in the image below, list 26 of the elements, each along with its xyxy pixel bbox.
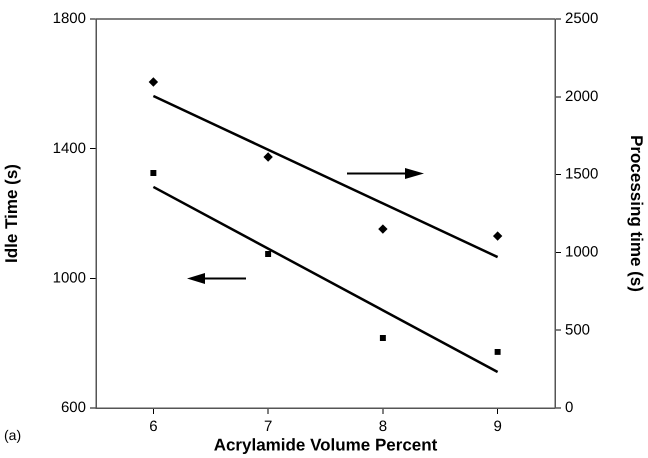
- x-tick-label: 8: [378, 418, 388, 436]
- x-tick-label: 6: [149, 418, 158, 436]
- x-axis-title: Acrylamide Volume Percent: [214, 435, 438, 454]
- point: [150, 170, 156, 176]
- point: [493, 232, 502, 241]
- y2-tick-label: 2000: [565, 88, 598, 105]
- y-tick-label: 600: [60, 399, 86, 416]
- y2-tick-label: 0: [565, 399, 574, 416]
- x-tick-label: 9: [493, 418, 502, 436]
- y2-tick-label: 1000: [565, 244, 598, 261]
- y2-tick-label: 500: [565, 321, 590, 338]
- text: (a): [4, 427, 22, 443]
- y-tick-label: 1800: [52, 10, 86, 28]
- y2-tick-label: 1500: [565, 166, 598, 183]
- point: [378, 224, 388, 234]
- point: [264, 152, 273, 162]
- point: [265, 251, 272, 257]
- point: [494, 348, 501, 355]
- y-axis-title: Idle Time (s): [2, 164, 21, 263]
- point: [380, 335, 386, 341]
- point: [148, 78, 158, 87]
- y-tick-label: 1000: [52, 269, 86, 286]
- y-tick-label: 1400: [52, 140, 86, 157]
- x-tick-label: 7: [264, 418, 272, 436]
- y2-axis-title: Processing time (s): [627, 135, 646, 292]
- y2-tick-label: 2500: [565, 10, 598, 28]
